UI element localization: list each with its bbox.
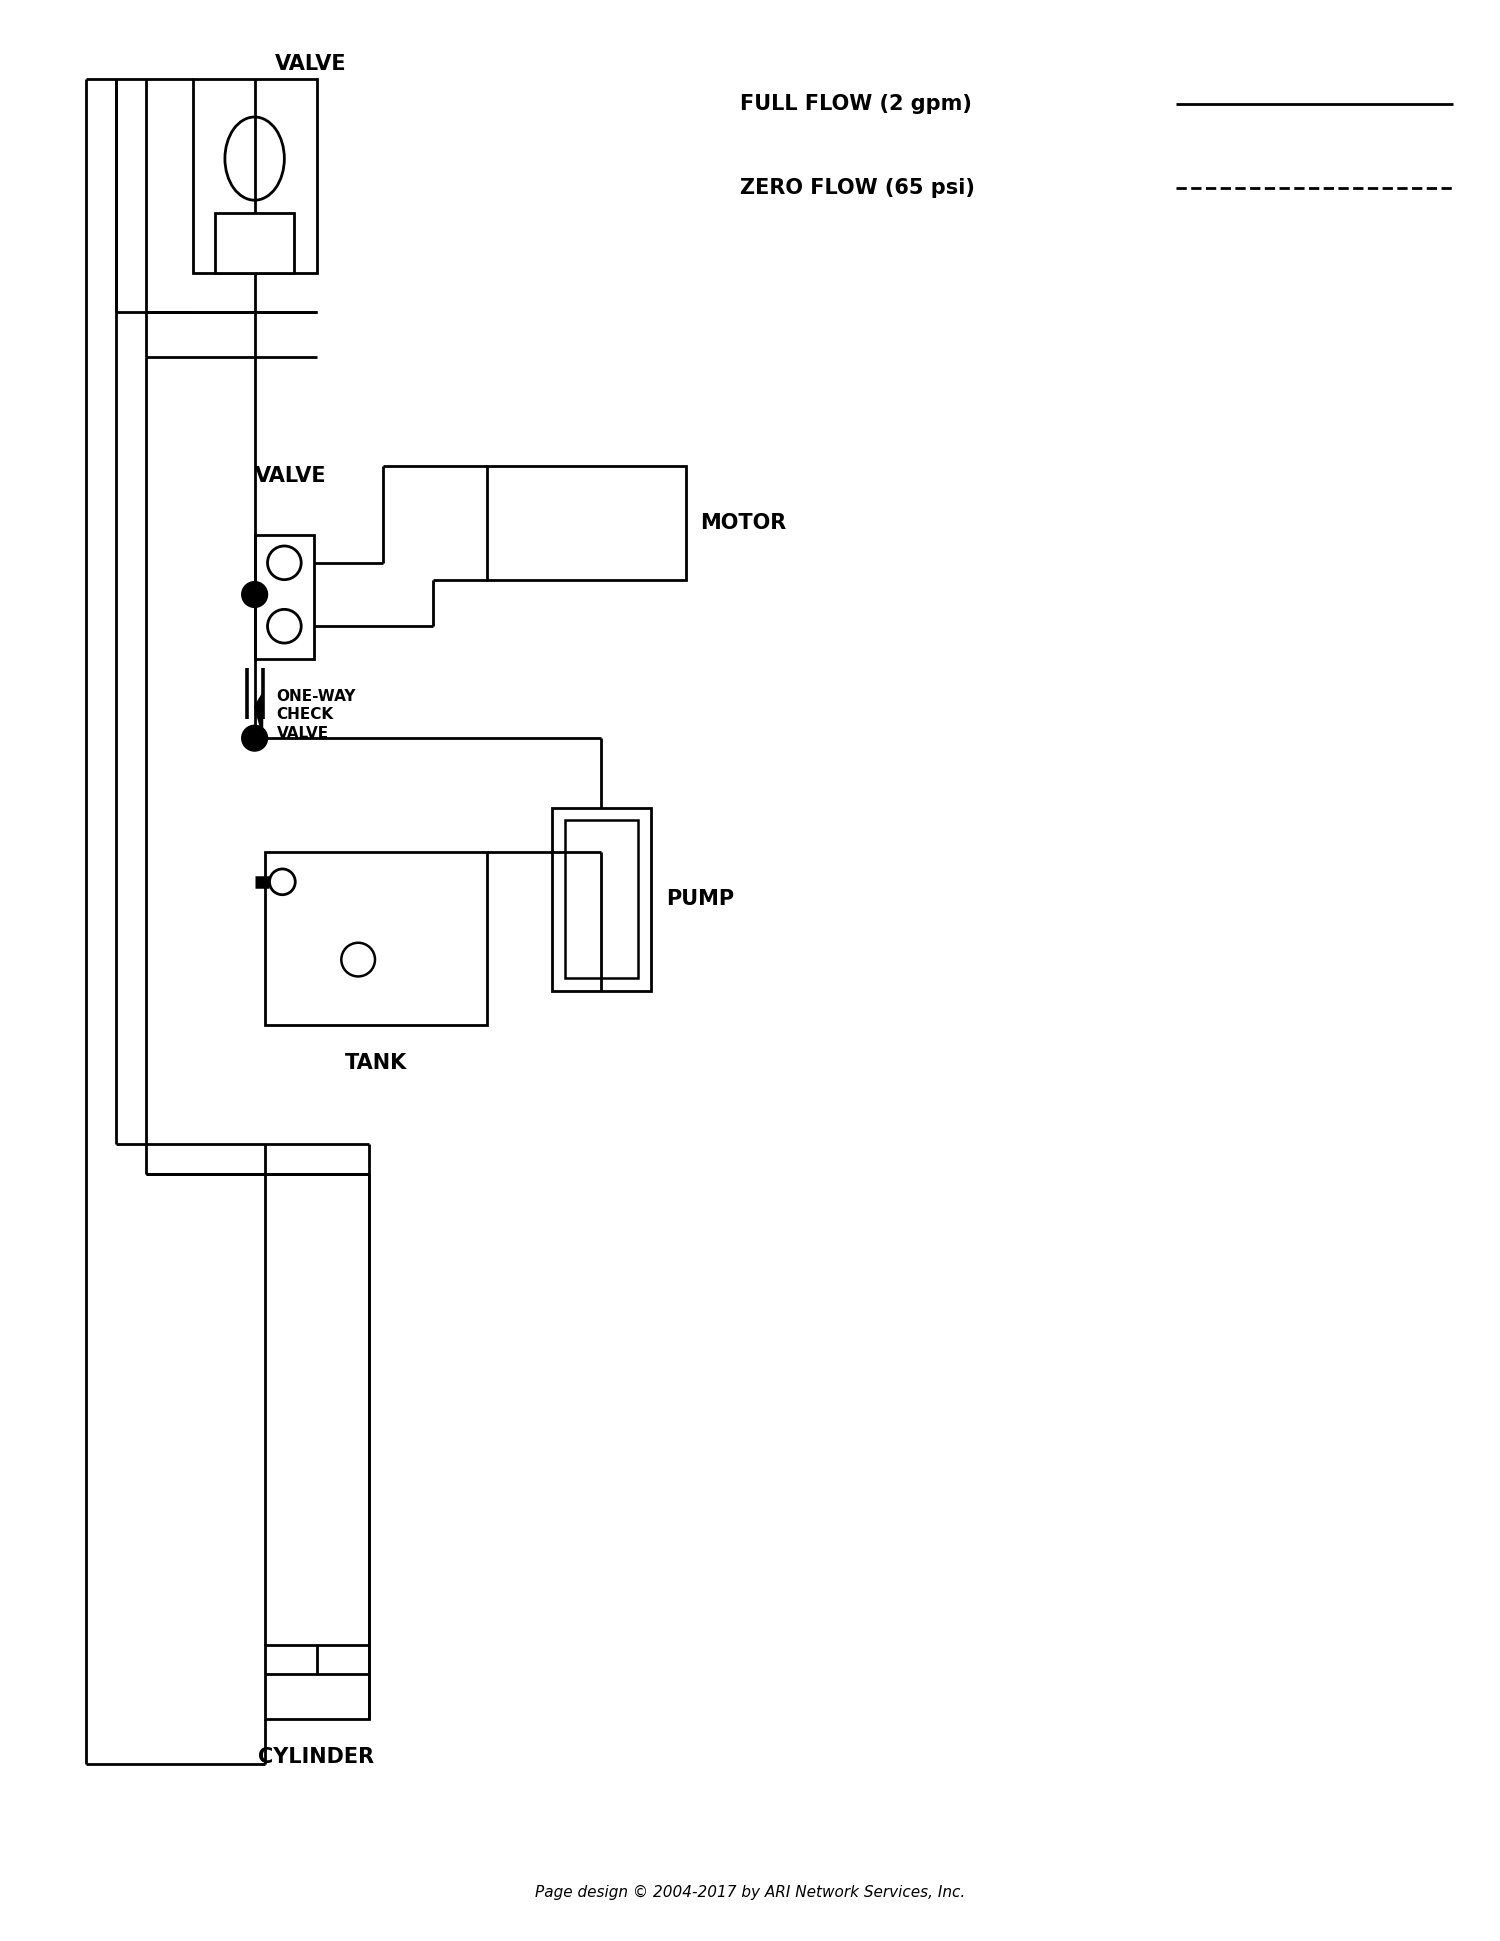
- Text: PUMP: PUMP: [666, 889, 734, 908]
- Bar: [264, 852, 488, 1025]
- Text: ONE-WAY
CHECK
VALVE: ONE-WAY CHECK VALVE: [276, 689, 356, 741]
- Bar: [255, 536, 314, 658]
- Text: FULL FLOW (2 gpm): FULL FLOW (2 gpm): [740, 93, 972, 115]
- Bar: [194, 80, 316, 272]
- Polygon shape: [255, 693, 262, 736]
- Bar: [214, 214, 294, 272]
- Text: VALVE: VALVE: [255, 466, 327, 485]
- Bar: [552, 807, 651, 990]
- Text: Page design © 2004-2017 by ARI Network Services, Inc.: Page design © 2004-2017 by ARI Network S…: [536, 1885, 964, 1900]
- Text: MOTOR: MOTOR: [700, 512, 786, 532]
- Text: ZERO FLOW (65 psi): ZERO FLOW (65 psi): [740, 179, 975, 198]
- Text: CYLINDER: CYLINDER: [258, 1747, 375, 1766]
- Circle shape: [242, 582, 267, 608]
- Bar: [488, 466, 686, 580]
- Text: VALVE: VALVE: [274, 54, 346, 74]
- Bar: [264, 1644, 369, 1720]
- Circle shape: [242, 726, 267, 751]
- Text: TANK: TANK: [345, 1054, 406, 1073]
- Bar: [564, 821, 638, 978]
